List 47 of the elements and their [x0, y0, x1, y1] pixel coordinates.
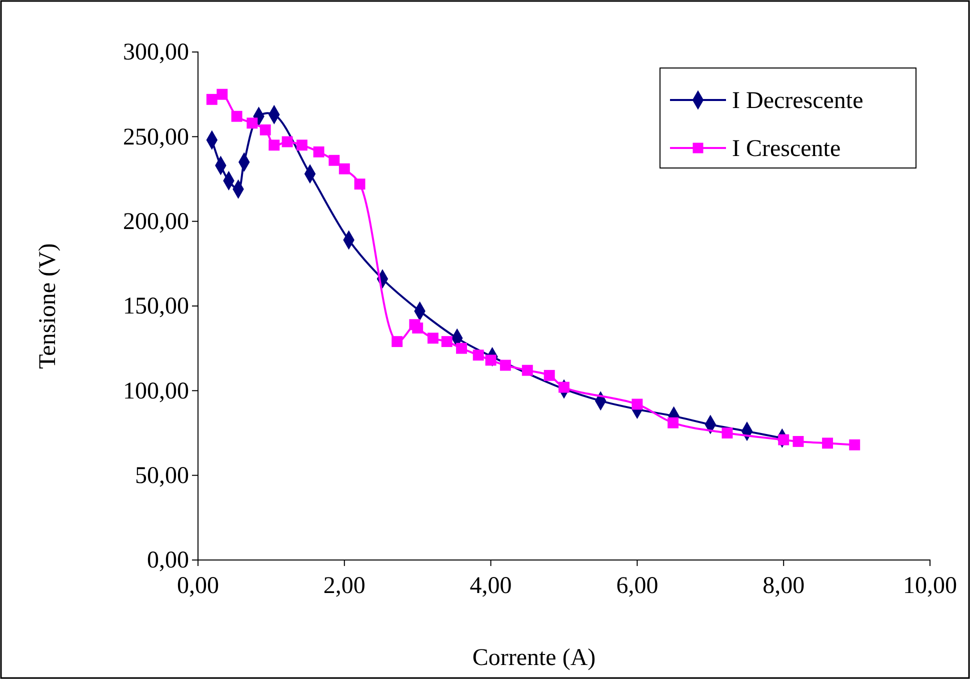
- point: [296, 140, 308, 151]
- point: [722, 428, 733, 438]
- y-tick-label: 0,00: [147, 548, 189, 574]
- point: [485, 354, 496, 366]
- point: [282, 136, 293, 148]
- point: [392, 336, 403, 348]
- point: [522, 364, 533, 376]
- point: [778, 434, 790, 446]
- x-tick-label: 10,00: [903, 573, 957, 599]
- point: [544, 370, 555, 381]
- y-tick-label: 300,00: [123, 40, 189, 66]
- y-tick-label: 150,00: [123, 294, 189, 320]
- x-tick-label: 0,00: [177, 573, 219, 599]
- point: [206, 94, 218, 105]
- x-tick-label: 4,00: [470, 573, 512, 599]
- point: [456, 342, 467, 354]
- point: [849, 439, 860, 450]
- y-tick-label: 250,00: [123, 124, 189, 150]
- point: [328, 154, 340, 166]
- point: [472, 350, 484, 361]
- x-tick-label: 8,00: [762, 573, 805, 599]
- point: [668, 417, 679, 428]
- point: [632, 398, 643, 410]
- point: [354, 178, 366, 190]
- x-tick-label: 6,00: [616, 573, 658, 599]
- point: [216, 88, 228, 100]
- point: [338, 163, 350, 174]
- point: [260, 124, 271, 136]
- y-tick-label: 50,00: [135, 463, 189, 490]
- point: [792, 436, 804, 447]
- x-tick-label: 2,00: [323, 573, 366, 599]
- x-axis-title: Corrente (A): [472, 645, 596, 671]
- point: [822, 438, 833, 449]
- y-axis-title: Tensione (V): [35, 243, 61, 369]
- point: [313, 146, 324, 158]
- point: [268, 140, 280, 151]
- point: [412, 322, 424, 334]
- legend-label: I Crescente: [732, 136, 841, 162]
- legend-label: I Decrescente: [732, 88, 864, 114]
- point: [231, 110, 242, 122]
- point: [558, 382, 570, 393]
- point: [500, 360, 511, 371]
- point: [427, 332, 438, 344]
- y-tick-label: 200,00: [123, 209, 189, 236]
- point: [441, 336, 452, 348]
- point: [246, 118, 258, 129]
- y-tick-label: 100,00: [123, 378, 189, 404]
